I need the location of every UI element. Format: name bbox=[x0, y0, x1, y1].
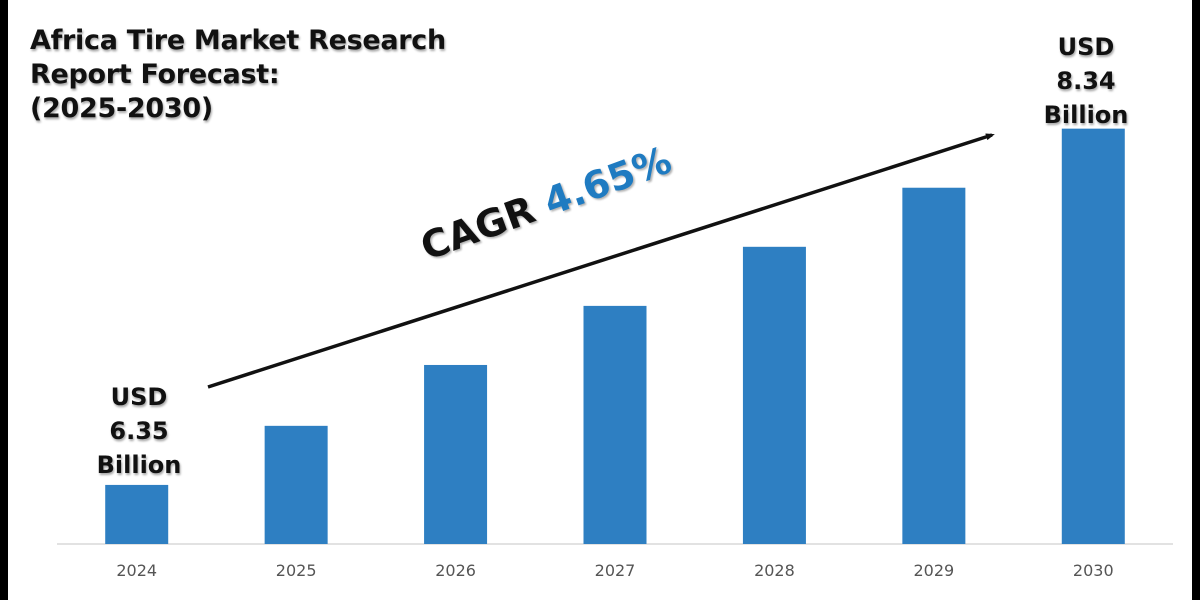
x-tick-label-2028: 2028 bbox=[754, 561, 795, 580]
bar-2029 bbox=[902, 187, 966, 544]
chart-title: Africa Tire Market Research Report Forec… bbox=[30, 24, 446, 126]
bar-2025 bbox=[264, 425, 328, 544]
bar-2027 bbox=[583, 305, 647, 544]
x-tick-label-2024: 2024 bbox=[116, 561, 157, 580]
end-currency: USD bbox=[1057, 33, 1115, 61]
bar-2026 bbox=[424, 364, 488, 544]
cagr-trend-arrow bbox=[207, 133, 995, 389]
start-value-label: USD 6.35 Billion bbox=[84, 380, 194, 482]
bar-2028 bbox=[742, 246, 806, 544]
x-tick-labels: 2024 2025 2026 2027 2028 2029 2030 bbox=[116, 561, 1113, 580]
x-tick-label-2029: 2029 bbox=[913, 561, 954, 580]
bar-2024 bbox=[105, 484, 169, 544]
title-line-3: (2025-2030) bbox=[30, 93, 213, 124]
title-line-2: Report Forecast: bbox=[30, 59, 280, 90]
start-amount: 6.35 bbox=[109, 417, 169, 445]
end-unit: Billion bbox=[1043, 101, 1129, 129]
x-tick-label-2030: 2030 bbox=[1073, 561, 1114, 580]
title-line-1: Africa Tire Market Research bbox=[30, 25, 446, 56]
left-edge-bar bbox=[0, 0, 8, 600]
end-value-label: USD 8.34 Billion bbox=[1026, 30, 1146, 132]
start-unit: Billion bbox=[96, 451, 182, 479]
start-currency: USD bbox=[110, 383, 168, 411]
x-tick-label-2026: 2026 bbox=[435, 561, 476, 580]
end-amount: 8.34 bbox=[1056, 67, 1116, 95]
bars-group bbox=[105, 128, 1125, 545]
x-tick-label-2025: 2025 bbox=[276, 561, 317, 580]
bar-2030 bbox=[1061, 128, 1125, 545]
right-edge-bar bbox=[1192, 0, 1200, 600]
x-tick-label-2027: 2027 bbox=[595, 561, 636, 580]
